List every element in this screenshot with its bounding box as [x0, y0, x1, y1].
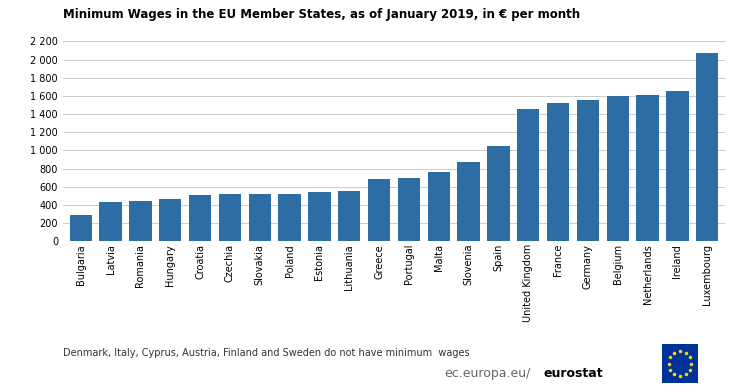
Bar — [636, 95, 659, 241]
Bar — [666, 91, 689, 241]
Text: ec.europa.eu/: ec.europa.eu/ — [444, 367, 531, 380]
Bar — [219, 194, 241, 241]
Text: Minimum Wages in the EU Member States, as of January 2019, in € per month: Minimum Wages in the EU Member States, a… — [63, 8, 580, 21]
Bar — [278, 194, 301, 241]
Bar — [576, 100, 599, 241]
Bar — [338, 191, 360, 241]
Bar — [368, 179, 390, 241]
Bar — [517, 109, 539, 241]
Bar — [487, 146, 510, 241]
Bar — [159, 199, 181, 241]
Bar — [428, 172, 450, 241]
Bar — [130, 201, 152, 241]
Bar — [696, 53, 719, 241]
Bar — [547, 103, 569, 241]
Bar — [309, 192, 331, 241]
Bar — [70, 215, 92, 241]
Bar — [398, 178, 420, 241]
Bar — [189, 195, 212, 241]
Bar — [607, 96, 629, 241]
Bar — [99, 202, 122, 241]
Bar — [457, 161, 480, 241]
Text: eurostat: eurostat — [544, 367, 604, 380]
Bar — [249, 194, 271, 241]
Text: Denmark, Italy, Cyprus, Austria, Finland and Sweden do not have minimum  wages: Denmark, Italy, Cyprus, Austria, Finland… — [63, 348, 469, 358]
